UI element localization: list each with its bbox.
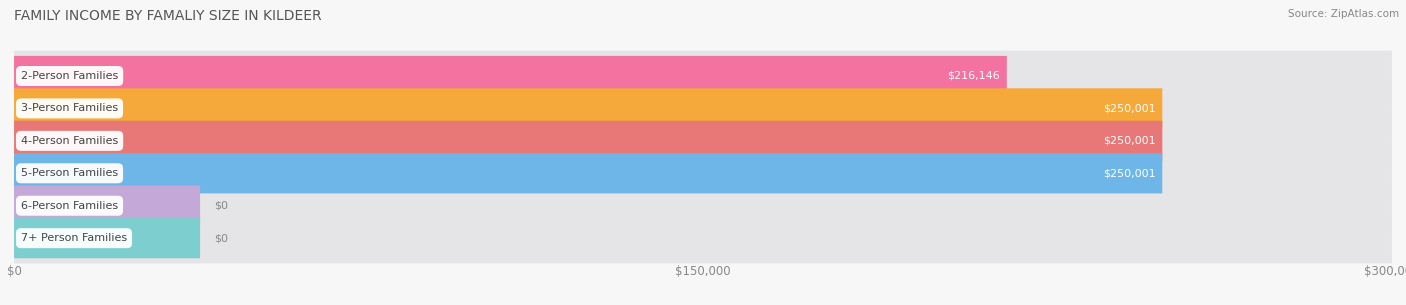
FancyBboxPatch shape xyxy=(14,121,1163,161)
Text: FAMILY INCOME BY FAMALIY SIZE IN KILDEER: FAMILY INCOME BY FAMALIY SIZE IN KILDEER xyxy=(14,9,322,23)
FancyBboxPatch shape xyxy=(14,181,1392,231)
FancyBboxPatch shape xyxy=(14,51,1392,101)
Text: 7+ Person Families: 7+ Person Families xyxy=(21,233,127,243)
FancyBboxPatch shape xyxy=(14,83,1392,134)
Text: $250,001: $250,001 xyxy=(1102,136,1156,146)
FancyBboxPatch shape xyxy=(14,88,1163,128)
Text: $250,001: $250,001 xyxy=(1102,103,1156,113)
Text: $250,001: $250,001 xyxy=(1102,168,1156,178)
Text: $216,146: $216,146 xyxy=(948,71,1000,81)
Text: 4-Person Families: 4-Person Families xyxy=(21,136,118,146)
Text: 2-Person Families: 2-Person Families xyxy=(21,71,118,81)
FancyBboxPatch shape xyxy=(14,116,1392,166)
FancyBboxPatch shape xyxy=(14,186,200,226)
Text: 5-Person Families: 5-Person Families xyxy=(21,168,118,178)
Text: $0: $0 xyxy=(214,233,228,243)
FancyBboxPatch shape xyxy=(14,56,1007,96)
FancyBboxPatch shape xyxy=(14,148,1392,199)
Text: 6-Person Families: 6-Person Families xyxy=(21,201,118,211)
Text: $0: $0 xyxy=(214,201,228,211)
FancyBboxPatch shape xyxy=(14,153,1163,193)
FancyBboxPatch shape xyxy=(14,218,200,258)
FancyBboxPatch shape xyxy=(14,213,1392,264)
Text: Source: ZipAtlas.com: Source: ZipAtlas.com xyxy=(1288,9,1399,19)
Text: 3-Person Families: 3-Person Families xyxy=(21,103,118,113)
